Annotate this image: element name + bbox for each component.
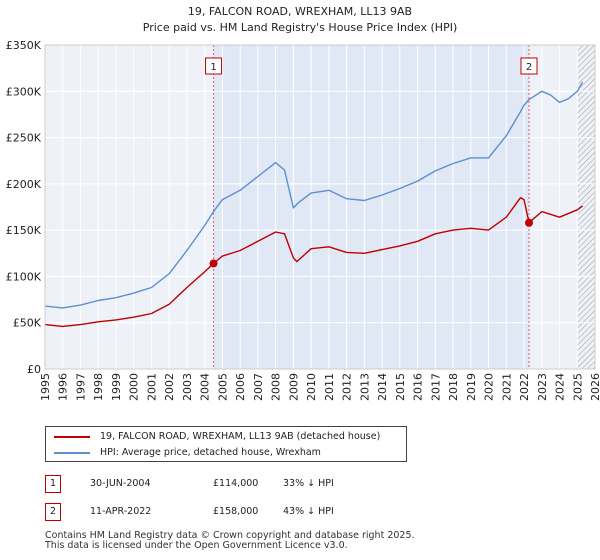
sale-label: 1 (210, 62, 216, 73)
y-tick-label: £300K (6, 85, 42, 98)
x-tick-label: 2025 (571, 373, 584, 401)
legend: 19, FALCON ROAD, WREXHAM, LL13 9AB (deta… (45, 426, 407, 462)
y-tick-label: £150K (6, 224, 42, 237)
x-tick-label: 2002 (163, 373, 176, 401)
x-tick-label: 2013 (358, 373, 371, 401)
forecast-hatch (577, 45, 595, 369)
x-tick-label: 2007 (252, 373, 265, 401)
transaction-row: 1 30-JUN-2004 £114,000 33% ↓ HPI (45, 475, 445, 493)
x-tick-label: 2026 (589, 373, 600, 401)
sale-point (525, 218, 533, 227)
price-chart: 19, FALCON ROAD, WREXHAM, LL13 9AB Price… (6, 5, 600, 401)
x-tick-label: 1995 (39, 373, 52, 401)
plot-border (44, 44, 596, 370)
footer-licence: This data is licensed under the Open Gov… (45, 540, 348, 551)
x-tick-label: 2016 (412, 373, 425, 401)
footer: Contains HM Land Registry data © Crown c… (45, 531, 415, 551)
transaction-badge: 2 (45, 503, 61, 521)
x-tick-label: 2014 (376, 373, 389, 401)
legend-swatch-hpi (54, 451, 90, 454)
x-tick-label: 2003 (181, 373, 194, 401)
x-tick-label: 2018 (447, 373, 460, 401)
legend-label-hpi: HPI: Average price, detached house, Wrex… (100, 447, 321, 458)
transaction-price: £158,000 (213, 506, 259, 517)
y-tick-label: £0 (27, 363, 41, 376)
x-tick-label: 1998 (92, 373, 105, 401)
transaction-hpi-diff: 43% ↓ HPI (283, 506, 334, 517)
y-tick-label: £50K (13, 317, 42, 330)
sale-label: 2 (526, 62, 532, 73)
legend-item-property: 19, FALCON ROAD, WREXHAM, LL13 9AB (deta… (54, 430, 380, 444)
y-tick-label: £250K (6, 132, 42, 145)
property-price-line (44, 197, 584, 328)
x-tick-label: 2010 (305, 373, 318, 401)
y-tick-label: £350K (6, 39, 42, 52)
transaction-date: 30-JUN-2004 (90, 478, 151, 489)
transaction-date: 11-APR-2022 (90, 506, 152, 517)
chart-subtitle: Price paid vs. HM Land Registry's House … (143, 21, 458, 34)
x-tick-label: 1997 (74, 373, 87, 401)
x-tick-label: 2011 (323, 373, 336, 401)
x-tick-label: 2004 (199, 373, 212, 401)
hpi-line (44, 81, 584, 309)
legend-item-hpi: HPI: Average price, detached house, Wrex… (54, 446, 321, 460)
x-tick-label: 2021 (500, 373, 513, 401)
transaction-row: 2 11-APR-2022 £158,000 43% ↓ HPI (45, 503, 445, 521)
x-tick-label: 2001 (145, 373, 158, 401)
footer-copyright: Contains HM Land Registry data © Crown c… (45, 530, 415, 541)
x-tick-label: 2022 (518, 373, 531, 401)
x-tick-label: 1996 (57, 373, 70, 401)
x-tick-label: 2024 (554, 373, 567, 401)
y-tick-label: £200K (6, 178, 42, 191)
x-tick-label: 2020 (483, 373, 496, 401)
x-tick-label: 2015 (394, 373, 407, 401)
legend-swatch-property (54, 435, 90, 438)
sale-label-box (205, 57, 223, 75)
sale-period-shade (213, 45, 529, 369)
sale-label-box (520, 57, 538, 75)
transaction-badge: 1 (45, 475, 61, 493)
sale-point (209, 259, 218, 268)
y-tick-label: £100K (6, 270, 42, 283)
x-tick-label: 2005 (216, 373, 229, 401)
x-tick-label: 2008 (270, 373, 283, 401)
x-tick-label: 2012 (341, 373, 354, 401)
legend-label-property: 19, FALCON ROAD, WREXHAM, LL13 9AB (deta… (100, 431, 381, 442)
transaction-price: £114,000 (213, 478, 259, 489)
x-tick-label: 2009 (287, 373, 300, 401)
x-tick-label: 2000 (128, 373, 141, 401)
x-tick-label: 1999 (110, 373, 123, 401)
x-tick-label: 2019 (465, 373, 478, 401)
transaction-hpi-diff: 33% ↓ HPI (283, 478, 334, 489)
chart-title: 19, FALCON ROAD, WREXHAM, LL13 9AB (188, 5, 412, 18)
x-tick-label: 2006 (234, 373, 247, 401)
x-tick-label: 2017 (429, 373, 442, 401)
x-tick-label: 2023 (536, 373, 549, 401)
